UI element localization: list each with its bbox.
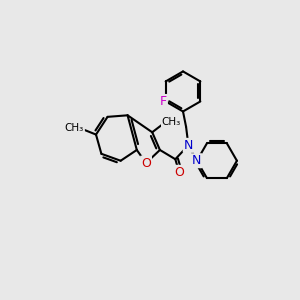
Text: CH₃: CH₃ bbox=[65, 123, 84, 134]
Text: O: O bbox=[174, 166, 184, 179]
Text: O: O bbox=[141, 157, 151, 169]
Text: CH₃: CH₃ bbox=[162, 117, 181, 127]
Text: F: F bbox=[160, 95, 167, 108]
Text: N: N bbox=[184, 139, 193, 152]
Text: N: N bbox=[192, 154, 202, 167]
